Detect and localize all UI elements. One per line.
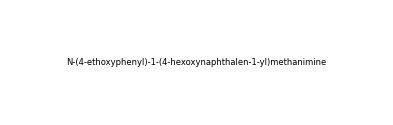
- Text: N-(4-ethoxyphenyl)-1-(4-hexoxynaphthalen-1-yl)methanimine: N-(4-ethoxyphenyl)-1-(4-hexoxynaphthalen…: [66, 58, 327, 67]
